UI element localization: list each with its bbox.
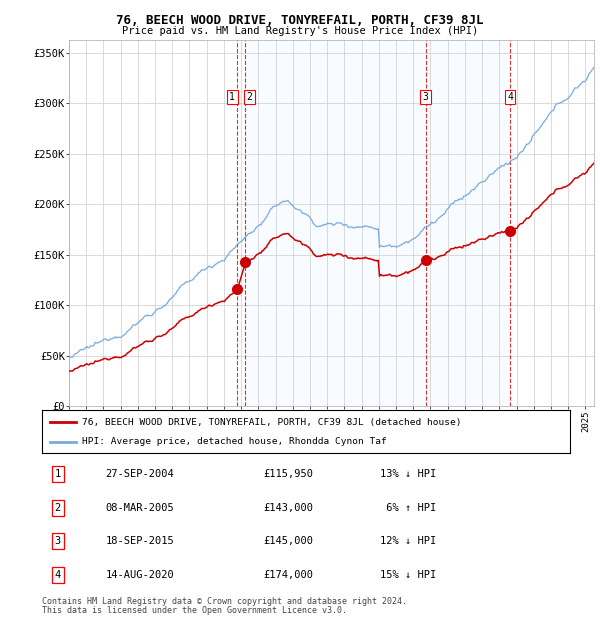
Text: 3: 3 (55, 536, 61, 546)
Text: £143,000: £143,000 (264, 503, 314, 513)
Text: 13% ↓ HPI: 13% ↓ HPI (380, 469, 436, 479)
Text: 14-AUG-2020: 14-AUG-2020 (106, 570, 174, 580)
Bar (245, 40, 510, 406)
Text: 6% ↑ HPI: 6% ↑ HPI (380, 503, 436, 513)
Text: 27-SEP-2004: 27-SEP-2004 (106, 469, 174, 479)
Text: 4: 4 (507, 92, 513, 102)
Text: 2: 2 (55, 503, 61, 513)
Text: 18-SEP-2015: 18-SEP-2015 (106, 536, 174, 546)
Text: 1: 1 (229, 92, 235, 102)
Text: HPI: Average price, detached house, Rhondda Cynon Taf: HPI: Average price, detached house, Rhon… (82, 437, 386, 446)
Text: 4: 4 (55, 570, 61, 580)
Text: 76, BEECH WOOD DRIVE, TONYREFAIL, PORTH, CF39 8JL: 76, BEECH WOOD DRIVE, TONYREFAIL, PORTH,… (116, 14, 484, 27)
Text: 15% ↓ HPI: 15% ↓ HPI (380, 570, 436, 580)
Text: This data is licensed under the Open Government Licence v3.0.: This data is licensed under the Open Gov… (42, 606, 347, 615)
Text: 76, BEECH WOOD DRIVE, TONYREFAIL, PORTH, CF39 8JL (detached house): 76, BEECH WOOD DRIVE, TONYREFAIL, PORTH,… (82, 418, 461, 427)
Text: 08-MAR-2005: 08-MAR-2005 (106, 503, 174, 513)
Text: Price paid vs. HM Land Registry's House Price Index (HPI): Price paid vs. HM Land Registry's House … (122, 26, 478, 36)
Text: £115,950: £115,950 (264, 469, 314, 479)
Text: £145,000: £145,000 (264, 536, 314, 546)
Text: 12% ↓ HPI: 12% ↓ HPI (380, 536, 436, 546)
Text: 2: 2 (246, 92, 252, 102)
Text: 3: 3 (423, 92, 428, 102)
Text: Contains HM Land Registry data © Crown copyright and database right 2024.: Contains HM Land Registry data © Crown c… (42, 597, 407, 606)
Text: £174,000: £174,000 (264, 570, 314, 580)
Text: 1: 1 (55, 469, 61, 479)
